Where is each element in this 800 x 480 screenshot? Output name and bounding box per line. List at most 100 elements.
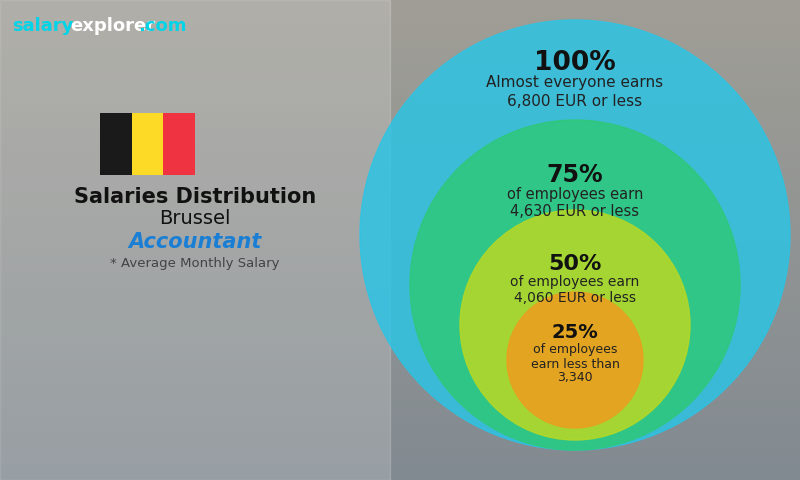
Bar [0,168,800,169]
Bar [0,184,800,186]
Bar [0,362,800,364]
Bar [0,401,800,403]
Bar [0,319,800,320]
Bar [0,264,800,266]
Bar [0,404,800,405]
Bar [0,136,800,138]
Bar [0,61,800,63]
Bar [0,86,800,88]
Bar [0,48,800,50]
Bar [0,359,800,360]
Bar [0,276,800,277]
Text: 3,340: 3,340 [557,371,593,384]
Bar [0,423,800,425]
Bar [0,413,800,415]
Bar [0,200,800,201]
Bar [0,23,800,24]
Bar [0,13,800,15]
Bar [0,286,800,287]
Bar [0,417,800,418]
Text: of employees earn: of employees earn [507,187,643,202]
Bar [0,292,800,294]
Bar [0,237,800,238]
Bar [0,2,800,4]
Bar [0,344,800,345]
Bar [0,0,390,480]
Bar [0,15,800,17]
Bar [0,190,800,191]
Bar [0,376,800,378]
Text: 25%: 25% [552,324,598,343]
Bar [0,408,800,410]
Bar [0,333,800,334]
Bar [0,471,800,473]
Bar [0,94,800,95]
Bar [0,99,800,101]
Bar [0,213,800,214]
Bar [0,469,800,471]
Bar [0,435,800,437]
Bar [0,55,800,56]
Bar [0,133,800,135]
Bar [0,193,800,195]
Bar [0,406,800,407]
Text: earn less than: earn less than [530,358,619,371]
Bar [0,155,800,156]
Bar [0,204,800,205]
Bar [0,159,800,161]
Bar [0,69,800,70]
Bar [0,454,800,455]
Bar [0,165,800,166]
Bar [0,139,800,140]
Bar [0,457,800,459]
Text: of employees: of employees [533,344,617,357]
Bar [0,472,800,474]
Bar [0,125,800,127]
Bar [0,412,800,414]
Bar [0,290,800,292]
Bar [0,235,800,236]
Bar [0,77,800,79]
Bar [0,396,800,398]
Bar [0,60,800,61]
Bar [0,107,800,108]
Circle shape [460,210,690,440]
Bar [0,336,800,338]
Bar [0,144,800,146]
Bar [0,111,800,113]
Bar [0,398,800,400]
Bar [0,447,800,449]
Bar [0,325,800,327]
Text: Brussel: Brussel [159,209,230,228]
Bar [0,256,800,258]
Bar [0,281,800,283]
Bar [0,466,800,467]
Bar [0,68,800,69]
Bar [0,257,800,259]
Bar [0,24,800,25]
Bar [0,425,800,427]
Bar [0,392,800,393]
Bar [0,203,800,204]
Bar [0,81,800,82]
Bar [0,262,800,263]
Bar [0,410,800,412]
Bar [0,289,800,291]
Bar [0,312,800,314]
Bar [0,34,800,35]
Bar [0,132,800,133]
Bar [0,255,800,257]
Bar [0,470,800,472]
Bar [0,434,800,436]
Bar [0,236,800,237]
Bar [0,188,800,189]
Bar [0,240,800,241]
Bar [0,252,800,254]
Bar [0,167,800,168]
Bar [0,387,800,389]
Bar [0,443,800,444]
Bar [0,334,800,335]
Bar [0,153,800,154]
Bar [0,253,800,255]
Bar [0,105,800,106]
